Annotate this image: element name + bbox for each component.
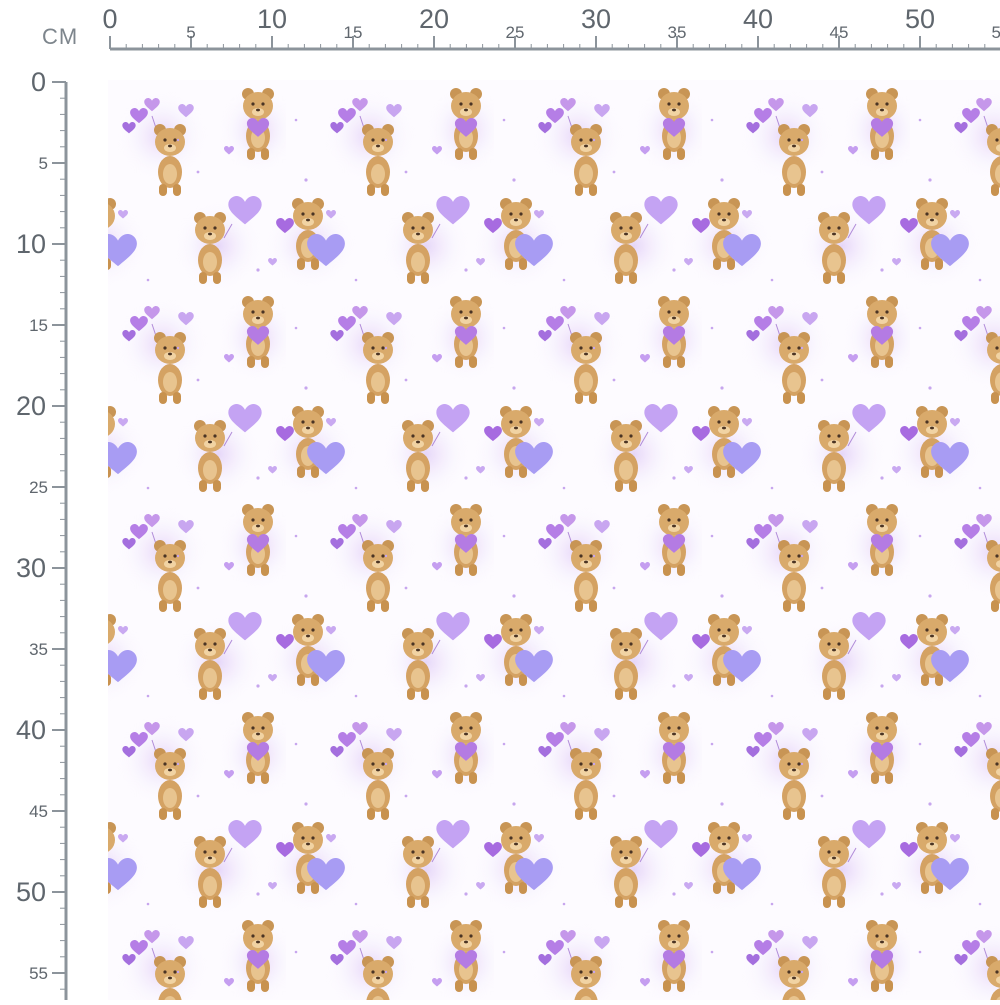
ruler-top-tick-label: 55 — [992, 23, 1000, 42]
fabric-pattern-preview — [108, 80, 1000, 1000]
ruler-top-tick-label: 15 — [344, 23, 363, 42]
ruler-left-scale: 0 5 10 15 20 25 30 35 40 45 50 55 — [16, 67, 68, 1000]
fabric-pattern-svg — [108, 80, 1000, 1000]
ruler-top-tick-label: 50 — [905, 4, 935, 34]
ruler-left-tick-label: 45 — [29, 802, 48, 821]
ruler-top-tick-label: 5 — [186, 23, 195, 42]
ruler-top-tick-label: 25 — [506, 23, 525, 42]
ruler-top-tick-label: 30 — [581, 4, 611, 34]
ruler-left-tick-label: 20 — [16, 391, 46, 421]
ruler-left-tick-label: 25 — [29, 478, 48, 497]
ruler-top-tick-label: 10 — [257, 4, 287, 34]
ruler-top-tick-label: 20 — [419, 4, 449, 34]
ruler-top-tick-label: 40 — [743, 4, 773, 34]
pattern-tiling — [108, 80, 1000, 1000]
ruler-left-tick-label: 30 — [16, 553, 46, 583]
ruler-left-tick-label: 0 — [31, 67, 46, 97]
ruler-left-tick-label: 35 — [29, 640, 48, 659]
ruler-left-tick-label: 55 — [29, 964, 48, 983]
ruler-left-tick-label: 10 — [16, 229, 46, 259]
ruler-left-tick-label: 5 — [39, 154, 48, 173]
ruler-left: 0 5 10 15 20 25 30 35 40 45 50 55 — [0, 0, 108, 1000]
ruler-left-tick-label: 40 — [16, 715, 46, 745]
ruler-top-tick-label: 45 — [830, 23, 849, 42]
ruler-left-tick-label: 15 — [29, 316, 48, 335]
ruler-left-tick-label: 50 — [16, 877, 46, 907]
ruler-top-tick-label: 0 — [102, 4, 117, 34]
ruler-top-scale: 0 5 10 15 20 25 30 35 40 45 50 55 — [102, 4, 1000, 51]
ruler-unit-label: CM — [42, 24, 79, 49]
ruler-top: 0 5 10 15 20 25 30 35 40 45 50 55 — [0, 0, 1000, 80]
ruler-top-tick-label: 35 — [668, 23, 687, 42]
